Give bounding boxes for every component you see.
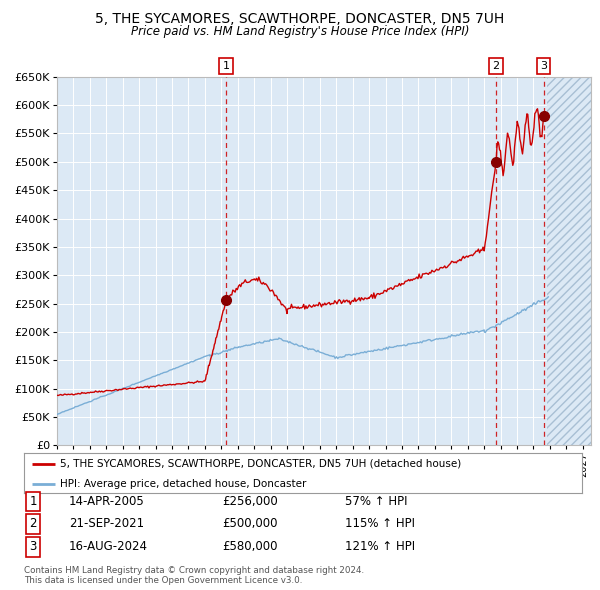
Text: Contains HM Land Registry data © Crown copyright and database right 2024.: Contains HM Land Registry data © Crown c… <box>24 566 364 575</box>
Text: 1: 1 <box>223 61 230 71</box>
Text: 3: 3 <box>540 61 547 71</box>
Text: 16-AUG-2024: 16-AUG-2024 <box>69 540 148 553</box>
Text: 121% ↑ HPI: 121% ↑ HPI <box>345 540 415 553</box>
Text: 2: 2 <box>493 61 500 71</box>
Text: 5, THE SYCAMORES, SCAWTHORPE, DONCASTER, DN5 7UH (detached house): 5, THE SYCAMORES, SCAWTHORPE, DONCASTER,… <box>60 459 461 469</box>
Text: 1: 1 <box>29 495 37 508</box>
Bar <box>547 77 591 445</box>
Text: This data is licensed under the Open Government Licence v3.0.: This data is licensed under the Open Gov… <box>24 576 302 585</box>
Text: £500,000: £500,000 <box>222 517 277 530</box>
Text: 5, THE SYCAMORES, SCAWTHORPE, DONCASTER, DN5 7UH: 5, THE SYCAMORES, SCAWTHORPE, DONCASTER,… <box>95 12 505 26</box>
Text: Price paid vs. HM Land Registry's House Price Index (HPI): Price paid vs. HM Land Registry's House … <box>131 25 469 38</box>
Text: 115% ↑ HPI: 115% ↑ HPI <box>345 517 415 530</box>
Text: £580,000: £580,000 <box>222 540 277 553</box>
Text: 57% ↑ HPI: 57% ↑ HPI <box>345 495 407 508</box>
Text: 2: 2 <box>29 517 37 530</box>
Text: 3: 3 <box>29 540 37 553</box>
Text: HPI: Average price, detached house, Doncaster: HPI: Average price, detached house, Donc… <box>60 479 307 489</box>
Text: £256,000: £256,000 <box>222 495 278 508</box>
Text: 14-APR-2005: 14-APR-2005 <box>69 495 145 508</box>
Text: 21-SEP-2021: 21-SEP-2021 <box>69 517 144 530</box>
